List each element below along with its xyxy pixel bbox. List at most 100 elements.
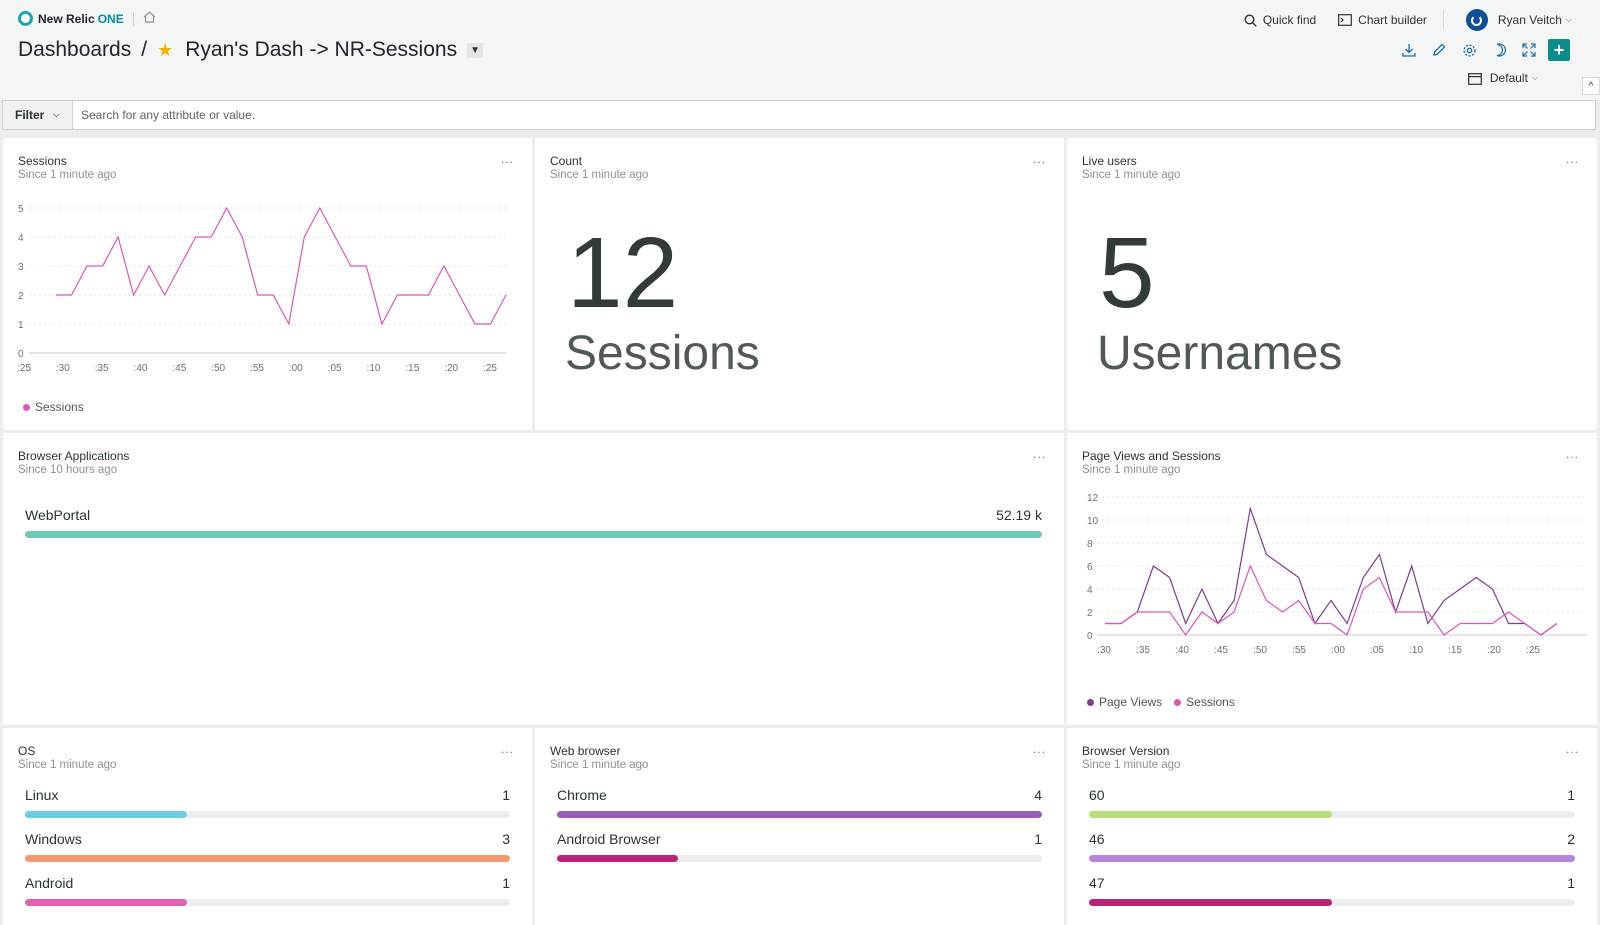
bar-fill xyxy=(25,531,1042,538)
x-tick-label: :35 xyxy=(1136,645,1150,656)
x-tick-label: :25 xyxy=(1526,645,1540,656)
y-tick-label: 5 xyxy=(18,204,24,215)
terminal-icon xyxy=(1338,14,1353,26)
chart-legend: Sessions xyxy=(23,400,96,414)
legend-item-sessions[interactable]: Sessions xyxy=(1174,695,1235,709)
legend-label: Page Views xyxy=(1099,695,1163,709)
widget-title: Web browser xyxy=(550,744,621,758)
dark-mode-moon-icon[interactable] xyxy=(1488,39,1510,61)
home-icon[interactable] xyxy=(143,11,156,26)
breadcrumb-dashboards[interactable]: Dashboards xyxy=(18,38,132,61)
widget-menu-icon[interactable]: ... xyxy=(500,742,514,756)
user-menu[interactable]: Ryan Veitch ⌵ xyxy=(1465,9,1572,31)
bar-label: 46 xyxy=(1089,831,1105,847)
bar-label: Android Browser xyxy=(557,831,661,847)
legend-item-page-views[interactable]: Page Views xyxy=(1087,695,1162,709)
y-tick-label: 6 xyxy=(1087,562,1093,573)
bar-value: 1 xyxy=(1567,875,1575,891)
download-icon[interactable] xyxy=(1398,39,1420,61)
bar-label: Windows xyxy=(25,831,82,847)
brand-name: New Relic xyxy=(38,11,95,26)
bar-fill xyxy=(557,811,1042,818)
widget-menu-icon[interactable]: ... xyxy=(1032,447,1046,461)
favorite-star-icon[interactable]: ★ xyxy=(157,39,174,60)
widget-menu-icon[interactable]: ... xyxy=(500,152,514,166)
brand-suffix: ONE xyxy=(97,11,124,26)
x-tick-label: :30 xyxy=(1097,645,1111,656)
bar-fill xyxy=(1089,811,1332,818)
x-tick-label: :00 xyxy=(1331,645,1345,656)
x-tick-label: :40 xyxy=(134,363,148,374)
widget-menu-icon[interactable]: ... xyxy=(1032,742,1046,756)
widget-subtitle: Since 1 minute ago xyxy=(550,759,649,771)
widget-menu-icon[interactable]: ... xyxy=(1565,447,1579,461)
x-tick-label: :40 xyxy=(1175,645,1189,656)
widget-title: OS xyxy=(18,744,36,758)
x-tick-label: :25 xyxy=(17,363,31,374)
x-tick-label: :50 xyxy=(1253,645,1267,656)
collapse-header-chevron-up-icon[interactable]: ^ xyxy=(1582,77,1600,95)
settings-gear-icon[interactable] xyxy=(1458,39,1480,61)
bar-label: Android xyxy=(25,875,74,891)
x-tick-label: :05 xyxy=(328,363,342,374)
filter-bar: Filter ⌵ xyxy=(2,100,1596,130)
bar-fill xyxy=(557,855,679,862)
chart-builder-button[interactable]: Chart builder xyxy=(1338,13,1427,27)
widget-subtitle: Since 10 hours ago xyxy=(18,464,118,476)
brand-divider xyxy=(132,11,134,26)
top-actions: Quick find Chart builder Ryan Veitch ⌵ xyxy=(1222,9,1572,31)
add-widget-plus-icon[interactable]: + xyxy=(1548,39,1570,61)
page-title: Dashboards / ★ Ryan's Dash -> NR-Session… xyxy=(18,38,483,62)
bar-fill xyxy=(25,899,187,906)
x-tick-label: :55 xyxy=(250,363,264,374)
top-bar: New Relic ONE Quick find Chart builder R… xyxy=(0,0,1600,100)
count-widget: Count Since 1 minute ago ... 12 Sessions xyxy=(535,138,1064,430)
widget-menu-icon[interactable]: ... xyxy=(1565,742,1579,756)
bar-track xyxy=(25,855,510,862)
widget-subtitle: Since 1 minute ago xyxy=(18,759,117,771)
quick-find-button[interactable]: Quick find xyxy=(1244,13,1316,27)
chevron-down-icon: ⌵ xyxy=(53,110,60,119)
filter-search-input[interactable] xyxy=(73,101,1595,129)
brand[interactable]: New Relic ONE xyxy=(18,11,156,26)
x-tick-label: :00 xyxy=(289,363,303,374)
widget-menu-icon[interactable]: ... xyxy=(1565,152,1579,166)
actions-divider xyxy=(1442,10,1444,30)
sessions-widget: Sessions Since 1 minute ago ... 0 1 2 3 4 5:2… xyxy=(3,138,532,430)
fullscreen-icon[interactable] xyxy=(1518,39,1540,61)
widget-subtitle: Since 1 minute ago xyxy=(1082,759,1181,771)
breadcrumb-separator: / xyxy=(141,38,148,61)
os-widget: OS Since 1 minute ago ... Linux 1 Window… xyxy=(3,728,532,925)
x-tick-label: :45 xyxy=(1214,645,1228,656)
bar-fill xyxy=(25,855,510,862)
chevron-down-icon: ⌵ xyxy=(1531,73,1538,82)
live-users-widget: Live users Since 1 minute ago ... 5 User… xyxy=(1067,138,1597,430)
edit-pencil-icon[interactable] xyxy=(1428,39,1450,61)
widget-subtitle: Since 1 minute ago xyxy=(1082,169,1181,181)
bar-track xyxy=(25,899,510,906)
billboard-value: 12 xyxy=(567,217,679,329)
widget-menu-icon[interactable]: ... xyxy=(1032,152,1046,166)
series-line-sessions[interactable] xyxy=(56,206,507,326)
dashboard-dropdown-icon[interactable]: ▼ xyxy=(467,42,483,58)
legend-item-sessions[interactable]: Sessions xyxy=(23,400,84,414)
widget-title: Browser Applications xyxy=(18,449,130,463)
bar-track xyxy=(1089,899,1575,906)
widget-title: Count xyxy=(550,154,583,168)
filter-button[interactable]: Filter ⌵ xyxy=(3,101,73,129)
dashboard-toolbar: + xyxy=(1390,39,1570,61)
calendar-icon xyxy=(1467,72,1482,85)
user-name: Ryan Veitch xyxy=(1497,13,1562,27)
series-line-sessions[interactable] xyxy=(1105,564,1558,637)
bar-label: 60 xyxy=(1089,787,1105,803)
bar-label: Chrome xyxy=(557,787,607,803)
chart-builder-label: Chart builder xyxy=(1358,13,1427,27)
time-picker[interactable]: Default ⌵ xyxy=(1467,71,1538,85)
dashboard-name: Ryan's Dash -> NR-Sessions xyxy=(185,38,458,61)
x-tick-label: :30 xyxy=(56,363,70,374)
y-tick-label: 10 xyxy=(1087,516,1099,527)
x-tick-label: :25 xyxy=(483,363,497,374)
series-line-page-views[interactable] xyxy=(1105,506,1558,636)
billboard-value: 5 xyxy=(1099,217,1155,329)
widget-subtitle: Since 1 minute ago xyxy=(1082,464,1181,476)
